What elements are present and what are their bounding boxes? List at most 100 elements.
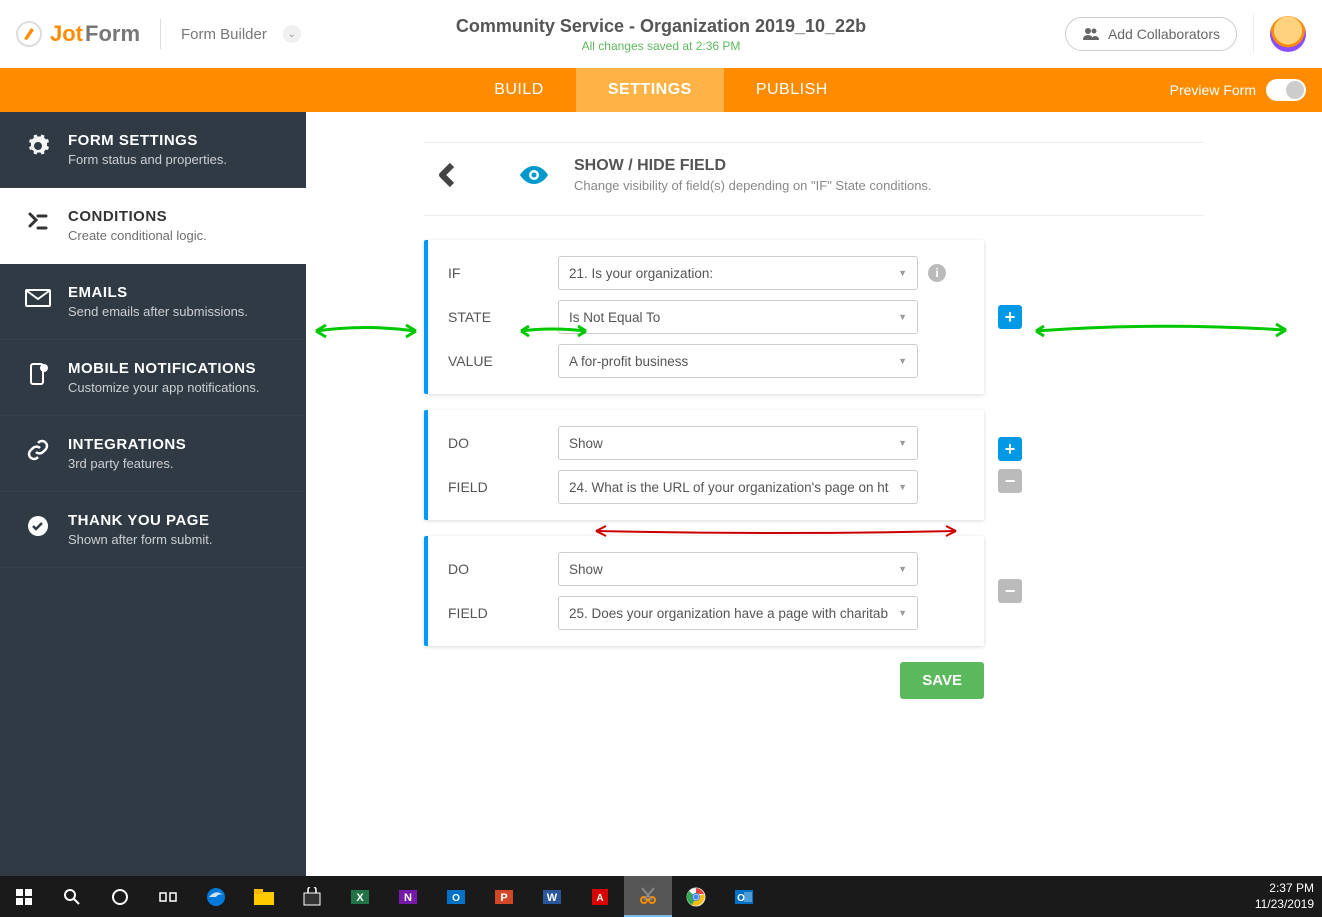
- header-right: Add Collaborators: [1065, 14, 1306, 54]
- taskbar-clock[interactable]: 2:37 PM 11/23/2019: [1255, 876, 1314, 917]
- user-avatar[interactable]: [1270, 16, 1306, 52]
- logo-text-form: Form: [85, 21, 140, 47]
- sidebar-item-thankyou[interactable]: THANK YOU PAGE Shown after form submit.: [0, 492, 306, 568]
- sidebar-sub: Form status and properties.: [68, 152, 227, 167]
- eye-icon: [514, 155, 554, 195]
- sidebar-item-mobile[interactable]: MOBILE NOTIFICATIONS Customize your app …: [0, 340, 306, 416]
- do-select[interactable]: Show: [558, 552, 918, 586]
- search-button[interactable]: [48, 876, 96, 917]
- field-row: FIELD 25. Does your organization have a …: [448, 596, 960, 630]
- sidebar-sub: 3rd party features.: [68, 456, 186, 471]
- taskbar-powerpoint-icon[interactable]: P: [480, 876, 528, 917]
- sidebar-title: CONDITIONS: [68, 208, 207, 225]
- tab-settings[interactable]: SETTINGS: [576, 68, 724, 112]
- taskbar-store-icon[interactable]: [288, 876, 336, 917]
- preview-form-control: Preview Form: [1170, 68, 1306, 112]
- sidebar-title: MOBILE NOTIFICATIONS: [68, 360, 259, 377]
- settings-sidebar: FORM SETTINGS Form status and properties…: [0, 112, 306, 876]
- svg-text:A: A: [596, 893, 603, 904]
- form-builder-dropdown[interactable]: ⌄: [283, 25, 301, 43]
- do-action-wrap-1: DO Show FIELD 24. What is the URL of you…: [424, 410, 984, 520]
- start-button[interactable]: [0, 876, 48, 917]
- do-row: DO Show: [448, 426, 960, 460]
- do-row: DO Show: [448, 552, 960, 586]
- sidebar-title: INTEGRATIONS: [68, 436, 186, 453]
- header-left: JotForm Form Builder ⌄: [16, 19, 301, 49]
- sidebar-item-emails[interactable]: EMAILS Send emails after submissions.: [0, 264, 306, 340]
- save-row: SAVE: [424, 662, 984, 699]
- sidebar-item-conditions[interactable]: CONDITIONS Create conditional logic.: [0, 188, 306, 264]
- tab-bar: BUILD SETTINGS PUBLISH Preview Form: [0, 68, 1322, 112]
- saved-status: All changes saved at 2:36 PM: [456, 39, 866, 53]
- do-select[interactable]: Show: [558, 426, 918, 460]
- svg-text:P: P: [500, 892, 507, 904]
- add-condition-button[interactable]: +: [998, 305, 1022, 329]
- tab-publish[interactable]: PUBLISH: [724, 68, 860, 112]
- add-action-button[interactable]: +: [998, 437, 1022, 461]
- taskbar-snip-icon[interactable]: [624, 876, 672, 917]
- form-builder-label: Form Builder: [181, 26, 267, 43]
- do-action-wrap-2: DO Show FIELD 25. Does your organization…: [424, 536, 984, 646]
- divider: [160, 19, 161, 49]
- sidebar-title: FORM SETTINGS: [68, 132, 227, 149]
- value-select[interactable]: A for-profit business: [558, 344, 918, 378]
- card2-controls: + −: [998, 437, 1022, 493]
- field-row: FIELD 24. What is the URL of your organi…: [448, 470, 960, 504]
- taskbar-word-icon[interactable]: W: [528, 876, 576, 917]
- state-select[interactable]: Is Not Equal To: [558, 300, 918, 334]
- state-row: STATE Is Not Equal To: [448, 300, 960, 334]
- top-header: JotForm Form Builder ⌄ Community Service…: [0, 0, 1322, 68]
- taskbar-date: 11/23/2019: [1255, 897, 1314, 913]
- info-icon[interactable]: i: [928, 264, 946, 282]
- back-button[interactable]: [432, 159, 464, 191]
- preview-toggle[interactable]: [1266, 79, 1306, 101]
- value-row: VALUE A for-profit business: [448, 344, 960, 378]
- do-label: DO: [448, 561, 558, 577]
- cortana-button[interactable]: [96, 876, 144, 917]
- taskbar-chrome-icon[interactable]: [672, 876, 720, 917]
- taskbar-excel-icon[interactable]: X: [336, 876, 384, 917]
- logo[interactable]: JotForm: [16, 21, 140, 47]
- sidebar-item-form-settings[interactable]: FORM SETTINGS Form status and properties…: [0, 112, 306, 188]
- remove-action-button[interactable]: −: [998, 579, 1022, 603]
- card1-controls: +: [998, 305, 1022, 329]
- svg-text:O: O: [737, 893, 745, 904]
- mobile-icon: [24, 360, 52, 388]
- field-label: FIELD: [448, 605, 558, 621]
- sidebar-item-integrations[interactable]: INTEGRATIONS 3rd party features.: [0, 416, 306, 492]
- taskbar-edge-icon[interactable]: [192, 876, 240, 917]
- body: FORM SETTINGS Form status and properties…: [0, 112, 1322, 876]
- if-condition-wrap: IF 21. Is your organization: i STATE Is …: [424, 240, 984, 394]
- section-desc: Change visibility of field(s) depending …: [574, 178, 932, 193]
- save-button[interactable]: SAVE: [900, 662, 984, 699]
- tab-build[interactable]: BUILD: [462, 68, 576, 112]
- taskbar-explorer-icon[interactable]: [240, 876, 288, 917]
- collaborators-icon: [1082, 27, 1100, 41]
- task-view-button[interactable]: [144, 876, 192, 917]
- section-header: SHOW / HIDE FIELD Change visibility of f…: [424, 142, 1204, 216]
- if-label: IF: [448, 265, 558, 281]
- taskbar-outlook-icon[interactable]: O: [432, 876, 480, 917]
- value-label: VALUE: [448, 353, 558, 369]
- taskbar-onenote-icon[interactable]: N: [384, 876, 432, 917]
- windows-taskbar: X N O P W A O 2:37 PM 11/23/2019: [0, 876, 1322, 917]
- check-icon: [24, 512, 52, 540]
- if-field-select[interactable]: 21. Is your organization:: [558, 256, 918, 290]
- main-content: SHOW / HIDE FIELD Change visibility of f…: [306, 112, 1322, 876]
- add-collaborators-button[interactable]: Add Collaborators: [1065, 17, 1237, 51]
- taskbar-acrobat-icon[interactable]: A: [576, 876, 624, 917]
- collab-label: Add Collaborators: [1108, 26, 1220, 42]
- avatar-wrap: [1253, 14, 1306, 54]
- sidebar-title: EMAILS: [68, 284, 248, 301]
- document-title[interactable]: Community Service - Organization 2019_10…: [456, 16, 866, 37]
- preview-label: Preview Form: [1170, 82, 1256, 98]
- tabs: BUILD SETTINGS PUBLISH: [462, 68, 860, 112]
- do-label: DO: [448, 435, 558, 451]
- field-label: FIELD: [448, 479, 558, 495]
- taskbar-outlook2-icon[interactable]: O: [720, 876, 768, 917]
- field-select[interactable]: 25. Does your organization have a page w…: [558, 596, 918, 630]
- conditions-icon: [24, 208, 52, 236]
- remove-action-button[interactable]: −: [998, 469, 1022, 493]
- sidebar-sub: Customize your app notifications.: [68, 380, 259, 395]
- field-select[interactable]: 24. What is the URL of your organization…: [558, 470, 918, 504]
